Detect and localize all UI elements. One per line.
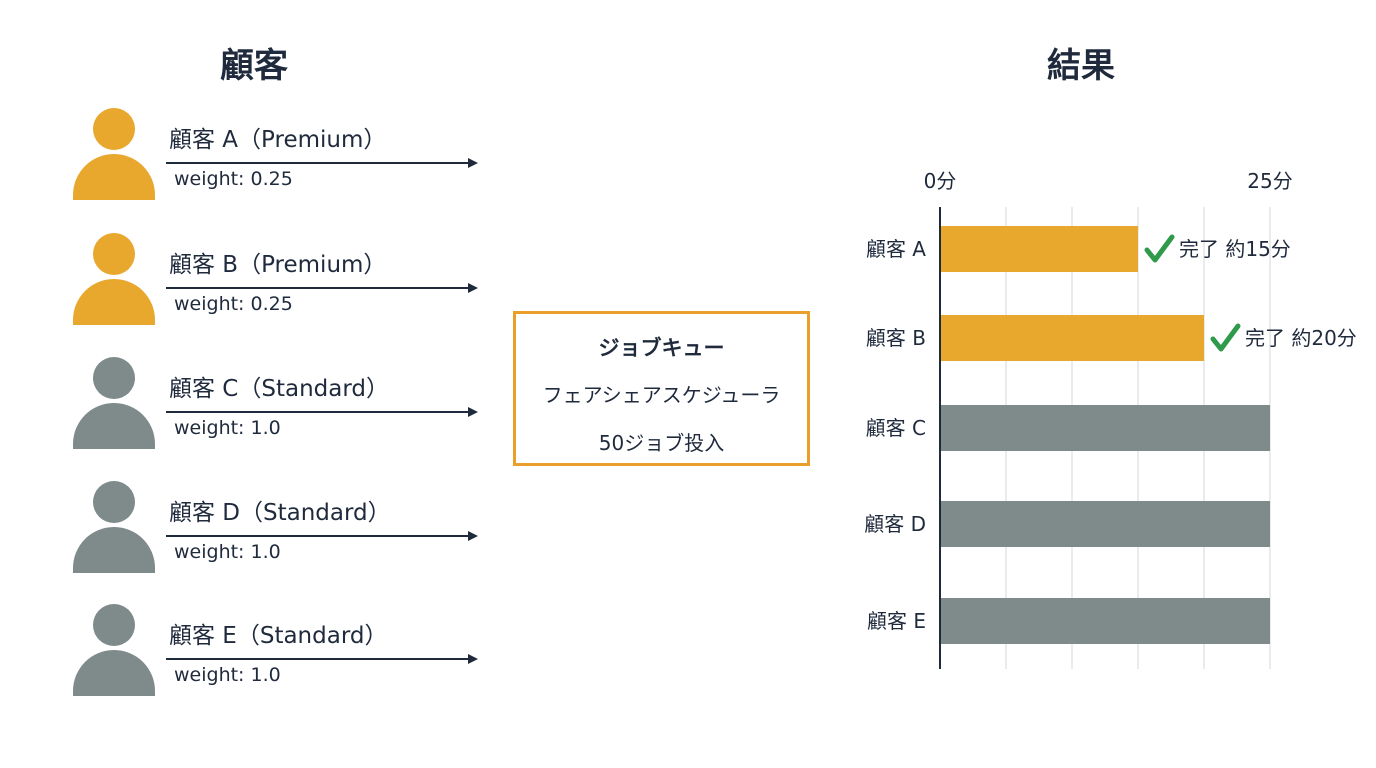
bar	[940, 598, 1270, 644]
customer-name: 顧客 E（Standard）	[169, 623, 388, 649]
customer-name: 顧客 A（Premium）	[169, 127, 387, 153]
arrow-right-icon	[166, 158, 478, 168]
category-label: 顧客 C	[866, 416, 926, 440]
completion-label: 完了 約20分	[1245, 326, 1357, 350]
bar	[940, 501, 1270, 547]
person-icon	[73, 604, 155, 696]
category-label: 顧客 D	[864, 512, 926, 536]
arrow-right-icon	[166, 654, 478, 664]
customers-heading: 顧客	[220, 46, 288, 86]
job-queue-box: ジョブキュー フェアシェアスケジューラ 50ジョブ投入	[513, 311, 810, 466]
customer-weight: weight: 1.0	[174, 541, 281, 563]
check-icon	[1144, 234, 1175, 263]
customer-weight: weight: 1.0	[174, 664, 281, 686]
bar	[940, 315, 1204, 361]
customer-d: 顧客 D（Standard） weight: 1.0	[0, 481, 500, 581]
person-icon	[73, 481, 155, 573]
category-label: 顧客 B	[866, 326, 926, 350]
arrow-right-icon	[166, 531, 478, 541]
jobs-submitted-label: 50ジョブ投入	[598, 431, 725, 455]
category-label: 顧客 E	[867, 609, 926, 633]
scheduler-label: フェアシェアスケジューラ	[542, 383, 781, 407]
person-icon	[73, 357, 155, 449]
customer-name: 顧客 B（Premium）	[169, 252, 387, 278]
person-icon	[73, 108, 155, 200]
results-heading: 結果	[1047, 46, 1115, 86]
customer-weight: weight: 0.25	[174, 168, 293, 190]
customer-b: 顧客 B（Premium） weight: 0.25	[0, 233, 500, 333]
arrow-right-icon	[166, 407, 478, 417]
x-tick-label: 0分	[924, 169, 957, 193]
customer-weight: weight: 0.25	[174, 293, 293, 315]
customer-name: 顧客 D（Standard）	[169, 500, 391, 526]
completion-label: 完了 約15分	[1179, 237, 1291, 261]
arrow-right-icon	[166, 283, 478, 293]
job-queue-title: ジョブキュー	[598, 336, 725, 360]
person-icon	[73, 233, 155, 325]
customer-weight: weight: 1.0	[174, 417, 281, 439]
bar	[940, 405, 1270, 451]
customer-c: 顧客 C（Standard） weight: 1.0	[0, 357, 500, 457]
x-tick-label: 25分	[1247, 169, 1292, 193]
customer-name: 顧客 C（Standard）	[169, 376, 390, 402]
check-icon	[1210, 323, 1241, 352]
customer-e: 顧客 E（Standard） weight: 1.0	[0, 604, 500, 704]
bar	[940, 226, 1138, 272]
category-label: 顧客 A	[866, 237, 926, 261]
customer-a: 顧客 A（Premium） weight: 0.25	[0, 108, 500, 208]
